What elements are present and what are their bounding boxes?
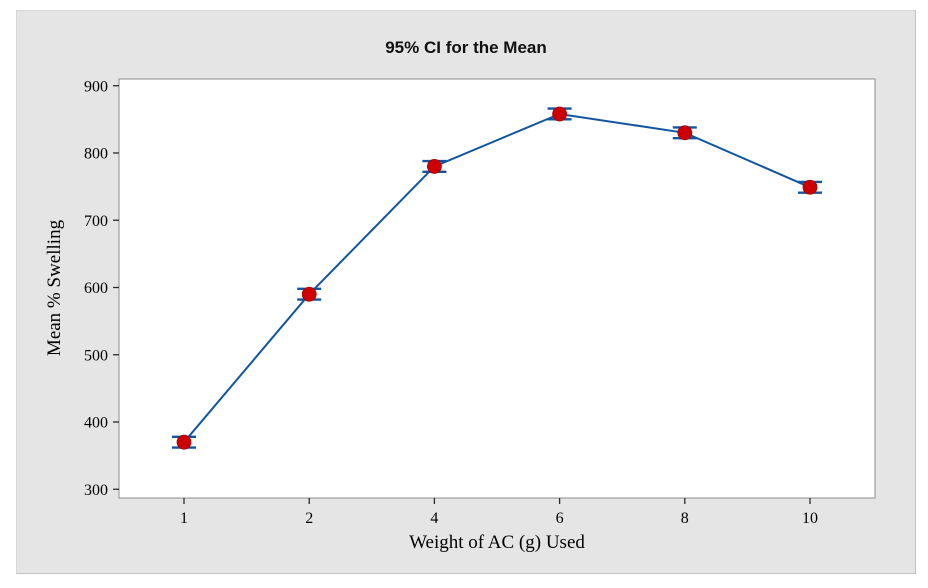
y-tick-label: 900 bbox=[84, 78, 108, 95]
x-tick-label: 10 bbox=[802, 510, 818, 527]
mean-marker bbox=[677, 125, 693, 141]
figure-panel: 95% CI for the Mean 300 400 500 600 700 800 90… bbox=[16, 10, 916, 574]
interval-plot-svg: 300 400 500 600 700 800 900 1 2 4 6 8 10 bbox=[84, 78, 876, 527]
y-tick-label: 700 bbox=[84, 213, 108, 230]
y-tick-label: 800 bbox=[84, 146, 108, 163]
chart-title: 95% CI for the Mean bbox=[385, 38, 547, 57]
x-tick-label: 6 bbox=[556, 510, 564, 527]
x-axis-title: Weight of AC (g) Used bbox=[409, 532, 585, 553]
x-tick-label: 2 bbox=[305, 510, 313, 527]
mean-marker bbox=[426, 159, 442, 174]
x-tick-label: 8 bbox=[681, 510, 689, 527]
y-tick-label: 600 bbox=[84, 280, 108, 297]
plot-area bbox=[118, 78, 876, 499]
x-tick-label: 4 bbox=[430, 510, 438, 527]
mean-marker bbox=[301, 286, 317, 302]
x-tick-label: 1 bbox=[180, 510, 188, 527]
mean-marker bbox=[176, 434, 192, 450]
y-tick-label: 300 bbox=[84, 482, 108, 499]
mean-marker bbox=[802, 179, 818, 195]
y-axis-title: Mean % Swelling bbox=[44, 219, 65, 357]
y-tick-label: 500 bbox=[84, 347, 108, 364]
mean-marker bbox=[552, 106, 567, 122]
mean-connect-line bbox=[183, 112, 811, 443]
y-tick-label: 400 bbox=[84, 415, 108, 432]
